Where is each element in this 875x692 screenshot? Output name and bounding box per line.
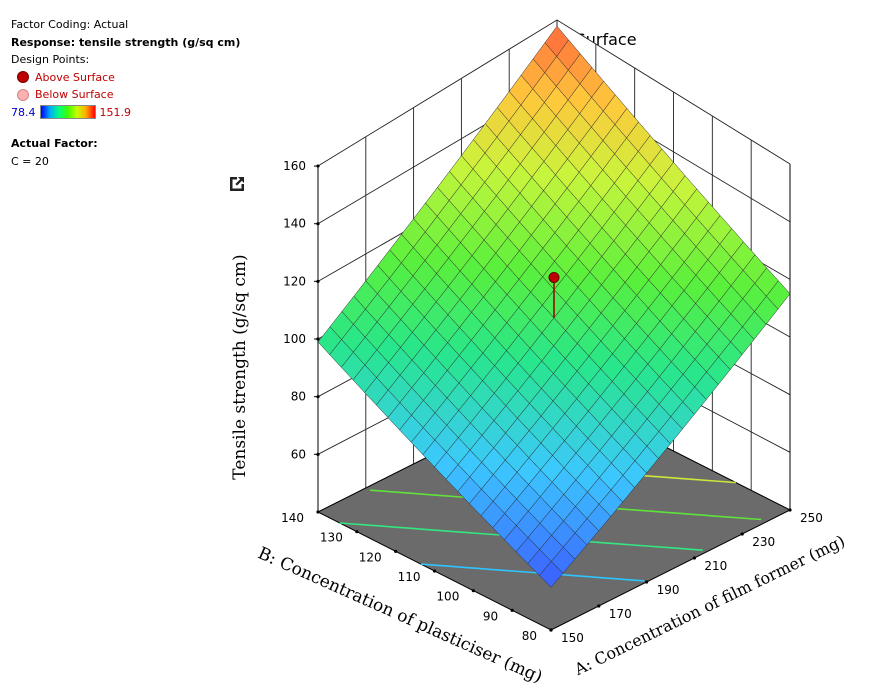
- x-tick-dot-0: [549, 628, 553, 632]
- z-tick-label-2: 100: [283, 332, 306, 346]
- x-tick-label-4: 230: [752, 535, 775, 549]
- y-tick-label-6: 140: [281, 511, 304, 525]
- response-label: Response: tensile strength (g/sq cm): [11, 35, 241, 49]
- z-axis-title: Tensile strength (g/sq cm): [230, 254, 250, 479]
- above-surface-label: Above Surface: [35, 70, 115, 84]
- legend-below-surface: Below Surface: [11, 86, 240, 104]
- z-tick-label-3: 120: [283, 274, 306, 288]
- z-tick-dot-0: [316, 452, 320, 456]
- z-tick-dot-4: [316, 222, 320, 226]
- below-surface-label: Below Surface: [35, 88, 114, 101]
- z-tick-dot-5: [316, 164, 320, 168]
- y-tick-dot-5: [355, 530, 359, 534]
- below-surface-marker-icon: [17, 88, 29, 101]
- x-tick-label-1: 170: [609, 607, 632, 621]
- y-tick-label-4: 120: [359, 550, 382, 564]
- z-tick-label-5: 160: [283, 159, 306, 173]
- design-point-0: [548, 271, 560, 283]
- colorbar: 78.4 151.9: [11, 104, 240, 122]
- above-surface-marker-icon: [17, 71, 29, 84]
- export-icon[interactable]: [228, 175, 246, 193]
- z-tick-label-1: 80: [291, 390, 306, 404]
- actual-factor-label: Actual Factor:: [11, 137, 98, 150]
- x-tick-dot-5: [788, 508, 792, 512]
- y-tick-dot-1: [510, 608, 514, 612]
- design-points-label: Design Points:: [11, 53, 90, 66]
- z-tick-dot-2: [316, 337, 320, 341]
- y-tick-dot-6: [316, 510, 320, 514]
- z-tick-dot-1: [316, 395, 320, 399]
- x-tick-dot-3: [692, 556, 697, 560]
- colorbar-gradient: [39, 105, 96, 120]
- y-tick-label-5: 130: [320, 531, 343, 545]
- z-tick-label-4: 140: [283, 217, 306, 231]
- legend-above-surface: Above Surface: [11, 69, 240, 87]
- factor-coding-label: Factor Coding: Actual: [11, 18, 129, 31]
- x-tick-dot-1: [597, 604, 601, 608]
- y-tick-dot-3: [432, 569, 437, 573]
- z-tick-dot-3: [316, 279, 320, 283]
- x-tick-label-3: 210: [704, 559, 727, 573]
- y-tick-label-3: 110: [398, 570, 421, 584]
- y-tick-label-2: 100: [436, 590, 459, 604]
- y-tick-dot-2: [471, 589, 475, 593]
- x-tick-label-5: 250: [800, 511, 823, 525]
- colorbar-max: 151.9: [99, 105, 132, 119]
- y-tick-dot-4: [394, 549, 398, 553]
- y-tick-label-1: 90: [483, 609, 498, 623]
- y-tick-label-0: 80: [522, 629, 537, 643]
- surface-cell: [766, 280, 791, 310]
- info-panel: Factor Coding: Actual Response: tensile …: [11, 16, 240, 170]
- colorbar-min: 78.4: [11, 105, 36, 119]
- floor-contour-0: [420, 563, 645, 582]
- actual-factor-value: C = 20: [11, 154, 49, 168]
- z-tick-label-0: 60: [291, 447, 306, 461]
- x-tick-label-0: 150: [561, 631, 584, 645]
- x-tick-label-2: 190: [657, 583, 680, 597]
- x-tick-dot-2: [645, 580, 649, 584]
- x-tick-dot-4: [740, 532, 744, 536]
